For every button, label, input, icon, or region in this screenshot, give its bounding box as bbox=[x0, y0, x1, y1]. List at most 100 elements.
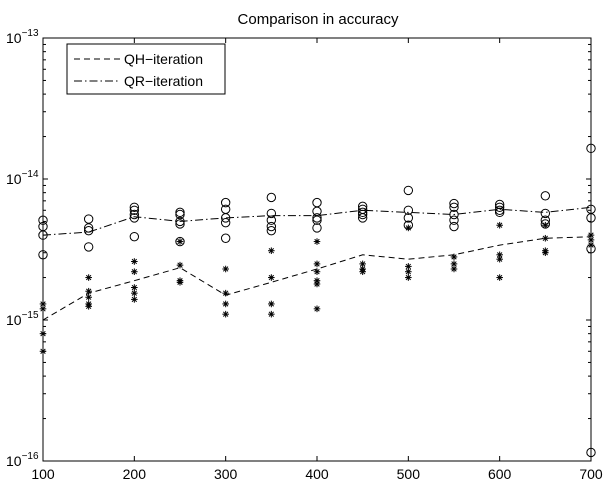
qh-point bbox=[542, 234, 549, 242]
qh-point bbox=[222, 300, 229, 308]
qh-point bbox=[176, 279, 184, 286]
qr-point bbox=[449, 202, 459, 212]
qr-point bbox=[83, 214, 94, 224]
qr-point bbox=[175, 236, 185, 247]
x-tick-label: 100 bbox=[31, 466, 55, 482]
qr-point bbox=[129, 209, 140, 220]
y-tick-label: 10−14 bbox=[6, 169, 39, 187]
legend-label-qr: QR−iteration bbox=[124, 73, 203, 89]
qr-point bbox=[357, 207, 368, 218]
x-tick-label: 700 bbox=[579, 466, 603, 482]
qh-point bbox=[85, 287, 92, 295]
qr-point bbox=[403, 220, 414, 230]
qh-point bbox=[313, 260, 321, 268]
legend-box bbox=[66, 43, 226, 95]
qr-point bbox=[312, 215, 322, 225]
qr-point bbox=[129, 205, 140, 215]
y-tick-label: 10−13 bbox=[6, 28, 39, 46]
qr-point bbox=[83, 225, 94, 236]
qh-point bbox=[85, 293, 92, 301]
qh-point bbox=[405, 274, 412, 281]
qh-point bbox=[313, 305, 321, 313]
qr-point bbox=[312, 197, 322, 208]
qr-point bbox=[220, 213, 231, 223]
qr-point bbox=[220, 197, 231, 208]
qr-point bbox=[266, 215, 277, 225]
qr-point bbox=[129, 213, 140, 223]
qh-point bbox=[542, 249, 549, 257]
qr-point bbox=[449, 209, 459, 220]
qh-point bbox=[450, 253, 458, 261]
x-tick-label: 400 bbox=[305, 466, 329, 482]
qh-point bbox=[313, 238, 321, 245]
y-tick-label: 10−16 bbox=[6, 451, 39, 469]
qr-point bbox=[312, 223, 322, 233]
qh-point bbox=[542, 221, 549, 229]
qr-point bbox=[403, 205, 414, 215]
qh-point bbox=[496, 255, 503, 263]
x-tick-label: 300 bbox=[214, 466, 238, 482]
qr-point bbox=[403, 185, 414, 196]
qh-point bbox=[222, 310, 229, 318]
qr-point bbox=[540, 208, 551, 219]
qh-point bbox=[131, 258, 138, 265]
qh-point bbox=[131, 268, 138, 276]
series-points bbox=[38, 143, 596, 458]
qr-point bbox=[83, 223, 94, 233]
qh-point bbox=[85, 303, 92, 310]
qh-point bbox=[131, 284, 138, 291]
qr-point bbox=[312, 206, 322, 217]
qr-point bbox=[403, 213, 414, 223]
qr-point bbox=[266, 208, 277, 219]
x-tick-label: 600 bbox=[488, 466, 512, 482]
qh-point bbox=[131, 289, 138, 297]
plot-area-frame bbox=[42, 37, 592, 462]
qr-point bbox=[540, 191, 551, 201]
qr-point bbox=[540, 215, 551, 225]
qr-point bbox=[449, 215, 459, 225]
qh-point bbox=[222, 289, 229, 297]
qh-point bbox=[85, 274, 92, 281]
qr-point bbox=[494, 202, 505, 212]
qr-point bbox=[449, 221, 459, 232]
qr-point bbox=[449, 198, 459, 209]
qr-point bbox=[266, 221, 277, 232]
x-tick-label: 500 bbox=[397, 466, 421, 482]
legend-label-qh: QH−iteration bbox=[124, 51, 203, 67]
qh-point bbox=[313, 268, 321, 276]
series-line-qr bbox=[42, 206, 592, 236]
qh-point bbox=[268, 274, 275, 281]
qr-point bbox=[175, 219, 185, 229]
qh-point bbox=[176, 238, 184, 245]
qr-point bbox=[220, 217, 231, 228]
x-tick-label: 200 bbox=[123, 466, 147, 482]
qr-point bbox=[175, 207, 185, 218]
x-axis: 100 200 300 400 500 600 700 bbox=[31, 38, 603, 482]
qh-point bbox=[268, 310, 275, 318]
qr-point bbox=[357, 213, 368, 223]
series-line-qh bbox=[42, 236, 592, 321]
qh-point bbox=[268, 247, 275, 255]
qh-point bbox=[450, 265, 458, 273]
chart-title: Comparison in accuracy bbox=[238, 11, 399, 28]
qh-point bbox=[405, 224, 412, 232]
series-lines bbox=[42, 206, 592, 321]
qh-point bbox=[313, 280, 321, 288]
qh-point bbox=[268, 300, 275, 308]
qr-point bbox=[175, 216, 185, 227]
qr-point bbox=[266, 192, 277, 203]
qh-point bbox=[222, 265, 229, 273]
qh-point bbox=[176, 261, 184, 269]
qr-point bbox=[357, 209, 368, 220]
y-axis: 10−13 10−14 10−15 10−16 bbox=[6, 28, 591, 469]
qr-point bbox=[540, 219, 551, 229]
qr-point bbox=[220, 233, 231, 243]
qh-point bbox=[496, 221, 503, 229]
qh-point bbox=[496, 274, 503, 281]
qr-point bbox=[266, 225, 277, 236]
qh-point bbox=[131, 296, 138, 303]
qr-point bbox=[494, 207, 505, 218]
qr-point bbox=[312, 213, 322, 223]
qh-point bbox=[405, 268, 412, 276]
